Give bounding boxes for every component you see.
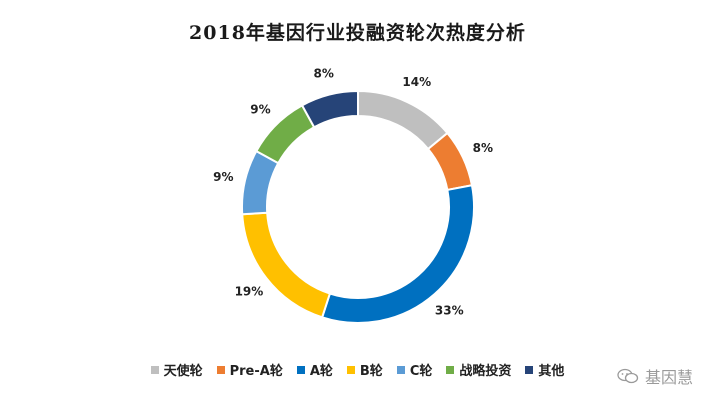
slice-6	[300, 89, 359, 129]
watermark: 基因慧	[617, 364, 693, 388]
slice-0	[357, 89, 449, 151]
legend-item-1: Pre-A轮	[216, 360, 283, 379]
data-label-3: 19%	[235, 285, 264, 299]
legend-label: 其他	[538, 364, 565, 379]
legend-swatch	[296, 365, 305, 374]
legend-swatch	[446, 365, 455, 374]
slice-3	[241, 211, 332, 319]
legend-label: B轮	[359, 364, 383, 379]
legend-label: A轮	[309, 364, 333, 379]
data-label-4: 9%	[213, 170, 233, 184]
legend-item-3: B轮	[346, 360, 383, 379]
legend-label: Pre-A轮	[229, 364, 283, 379]
legend-label: 战略投资	[459, 364, 512, 379]
legend-label: 天使轮	[163, 364, 203, 379]
data-label-1: 8%	[473, 141, 493, 155]
slice-2	[320, 184, 475, 324]
legend-swatch	[216, 365, 225, 374]
legend-label: C轮	[409, 364, 433, 379]
watermark-text: 基因慧	[644, 368, 693, 387]
legend-item-0: 天使轮	[150, 360, 203, 379]
legend-swatch	[525, 365, 534, 374]
data-label-0: 14%	[402, 75, 431, 89]
legend-swatch	[150, 365, 159, 374]
data-label-5: 9%	[250, 102, 270, 116]
wechat-icon	[617, 368, 639, 384]
chart-title: 2018年基因行业投融资轮次热度分析	[189, 22, 526, 44]
data-label-6: 8%	[313, 66, 333, 80]
legend-swatch	[346, 365, 355, 374]
legend-swatch	[396, 365, 405, 374]
chart-legend: 天使轮 Pre-A轮 A轮 B轮 C轮 战略投资 其他	[0, 360, 715, 379]
data-label-2: 33%	[435, 304, 464, 318]
legend-item-5: 战略投资	[446, 360, 511, 379]
legend-item-4: C轮	[396, 360, 433, 379]
legend-item-2: A轮	[296, 360, 333, 379]
legend-item-6: 其他	[525, 360, 564, 379]
